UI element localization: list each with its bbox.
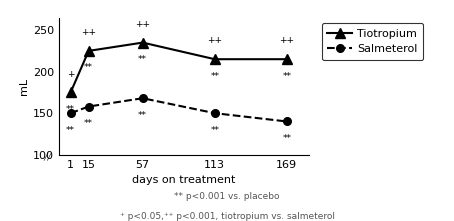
Text: **: ** [66,126,75,135]
Text: **: ** [138,55,147,64]
Text: +: + [67,70,74,78]
Salmeterol [212,112,217,114]
Salmeterol [284,120,290,123]
Tiotropium [140,41,145,44]
Tiotropium [86,50,91,52]
Salmeterol [140,97,145,99]
Tiotropium [212,58,217,61]
Text: ++: ++ [81,28,96,37]
Text: **: ** [210,126,219,135]
Text: **: ** [84,119,93,128]
Text: ++: ++ [135,20,150,29]
Text: **: ** [210,72,219,81]
Tiotropium [284,58,290,61]
X-axis label: days on treatment: days on treatment [132,175,236,185]
Legend: Tiotropium, Salmeterol: Tiotropium, Salmeterol [322,23,423,60]
Text: ⁺ p<0.05,⁺⁺ p<0.001, tiotropium vs. salmeterol: ⁺ p<0.05,⁺⁺ p<0.001, tiotropium vs. salm… [119,212,335,221]
Text: **: ** [66,105,75,114]
Line: Salmeterol: Salmeterol [67,94,291,125]
Text: **: ** [282,72,291,81]
Text: ** p<0.001 vs. placebo: ** p<0.001 vs. placebo [174,192,280,201]
Line: Tiotropium: Tiotropium [66,38,292,97]
Text: **: ** [84,63,93,72]
Salmeterol [86,105,91,108]
Y-axis label: mL: mL [19,78,29,95]
Text: ++: ++ [279,36,294,45]
Text: **: ** [282,134,291,143]
Salmeterol [68,112,74,114]
Text: ╱╱: ╱╱ [44,153,52,161]
Text: ++: ++ [207,36,222,45]
Text: **: ** [138,111,147,120]
Tiotropium [68,91,74,94]
